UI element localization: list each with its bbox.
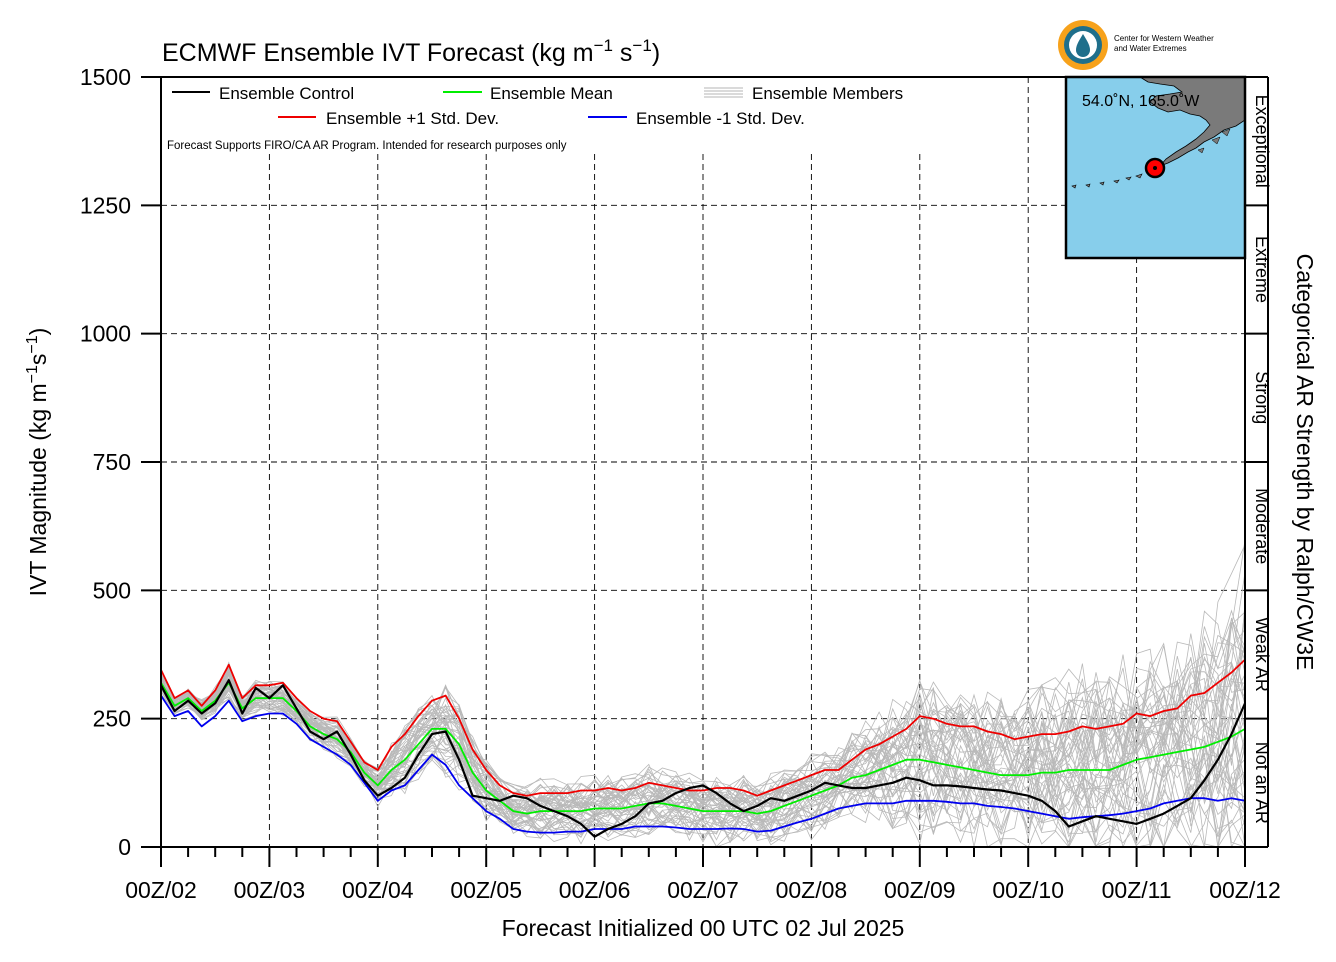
ensemble-series <box>160 658 1247 838</box>
y-axis: 0 250 500 750 1000 1250 1500 <box>80 64 161 860</box>
x-tick-label: 00Z/07 <box>667 877 739 903</box>
water-drop-icon <box>1076 34 1090 57</box>
y-tick-label: 1500 <box>80 64 131 90</box>
ar-category-label: Extreme <box>1252 236 1272 303</box>
ensemble-member-line <box>160 609 1246 808</box>
ensemble-member-line <box>160 682 1246 832</box>
ar-category-label: Strong <box>1252 371 1272 424</box>
logo-text-line2: and Water Extremes <box>1114 44 1187 53</box>
ensemble-member-line <box>160 683 1246 848</box>
ar-category-label: Exceptional <box>1252 95 1272 188</box>
ensemble-member-line <box>160 618 1246 815</box>
x-tick-label: 00Z/06 <box>559 877 631 903</box>
legend-label-plus-std: Ensemble +1 Std. Dev. <box>326 109 499 128</box>
y-tick-label: 500 <box>93 577 131 603</box>
ar-category-axis: Not an AR Weak AR Moderate Strong Extreme Exc… <box>1245 76 1272 848</box>
y-tick-label: 250 <box>93 706 131 732</box>
x-tick-label: 00Z/02 <box>125 877 197 903</box>
x-axis: 00Z/02 00Z/03 00Z/04 00Z/05 00Z/06 00Z/07 00Z/… <box>125 847 1281 903</box>
ar-category-label: Not an AR <box>1252 742 1272 824</box>
logo-text-line1: Center for Western Weather <box>1114 34 1214 43</box>
alaska-landmass <box>1138 76 1246 167</box>
inset-map: 54.0˚N, 165.0˚W <box>1064 75 1247 260</box>
ar-strength-label: Categorical AR Strength by Ralph/CW3E <box>1292 254 1318 671</box>
legend-swatch-members <box>704 87 743 98</box>
legend-label-minus-std: Ensemble -1 Std. Dev. <box>636 109 805 128</box>
x-tick-label: 00Z/09 <box>884 877 956 903</box>
y-tick-label: 1250 <box>80 192 131 218</box>
legend-label-mean: Ensemble Mean <box>490 84 613 103</box>
grid-lines <box>161 77 1245 847</box>
x-tick-label: 00Z/10 <box>992 877 1064 903</box>
ensemble-member-line <box>160 617 1246 810</box>
inset-location-label: 54.0˚N, 165.0˚W <box>1082 93 1200 110</box>
ensemble-member-line <box>160 544 1246 807</box>
x-tick-label: 00Z/05 <box>450 877 522 903</box>
legend-label-members: Ensemble Members <box>752 84 903 103</box>
y-tick-label: 750 <box>93 449 131 475</box>
x-axis-label: Forecast Initialized 00 UTC 02 Jul 2025 <box>502 915 905 941</box>
x-tick-label: 00Z/04 <box>342 877 414 903</box>
y-tick-label: 0 <box>118 834 131 860</box>
y-tick-label: 1000 <box>80 321 131 347</box>
cw3e-logo: Center for Western Weather and Water Ext… <box>1058 20 1214 70</box>
x-tick-label: 00Z/08 <box>776 877 848 903</box>
ensemble-member-line <box>160 683 1246 838</box>
research-note: Forecast Supports FIRO/CA AR Program. In… <box>167 140 567 152</box>
x-tick-label: 00Z/03 <box>234 877 306 903</box>
y-axis-label: IVT Magnitude (kg m−1s−1) <box>24 328 51 597</box>
ensemble-1-std-dev-line <box>160 695 1246 834</box>
legend-label-control: Ensemble Control <box>219 84 354 103</box>
ensemble-member-line <box>160 684 1246 834</box>
chart-title: ECMWF Ensemble IVT Forecast (kg m−1 s−1) <box>162 36 660 67</box>
ar-category-label: Moderate <box>1252 488 1272 564</box>
ar-category-label: Weak AR <box>1252 617 1272 692</box>
ensemble-1-std-dev-line <box>160 658 1246 797</box>
ensemble-control-line <box>160 679 1247 838</box>
legend: Ensemble Control Ensemble Mean Ensemble … <box>167 84 903 152</box>
mainland-islands <box>1197 128 1231 154</box>
ensemble-member-line <box>160 685 1246 848</box>
x-tick-label: 00Z/11 <box>1102 877 1172 903</box>
x-tick-label: 00Z/12 <box>1209 877 1281 903</box>
ensemble-mean-line <box>160 681 1246 815</box>
